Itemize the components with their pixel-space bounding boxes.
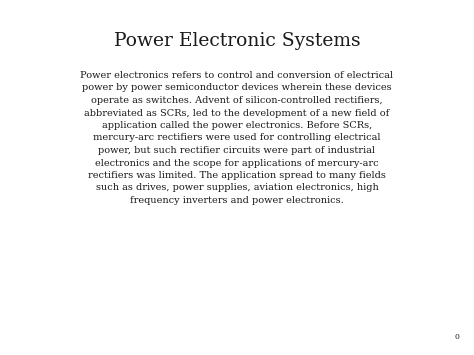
Text: Power electronics refers to control and conversion of electrical
power by power : Power electronics refers to control and … <box>81 71 393 205</box>
Text: 0: 0 <box>455 333 460 341</box>
Text: Power Electronic Systems: Power Electronic Systems <box>114 32 360 50</box>
